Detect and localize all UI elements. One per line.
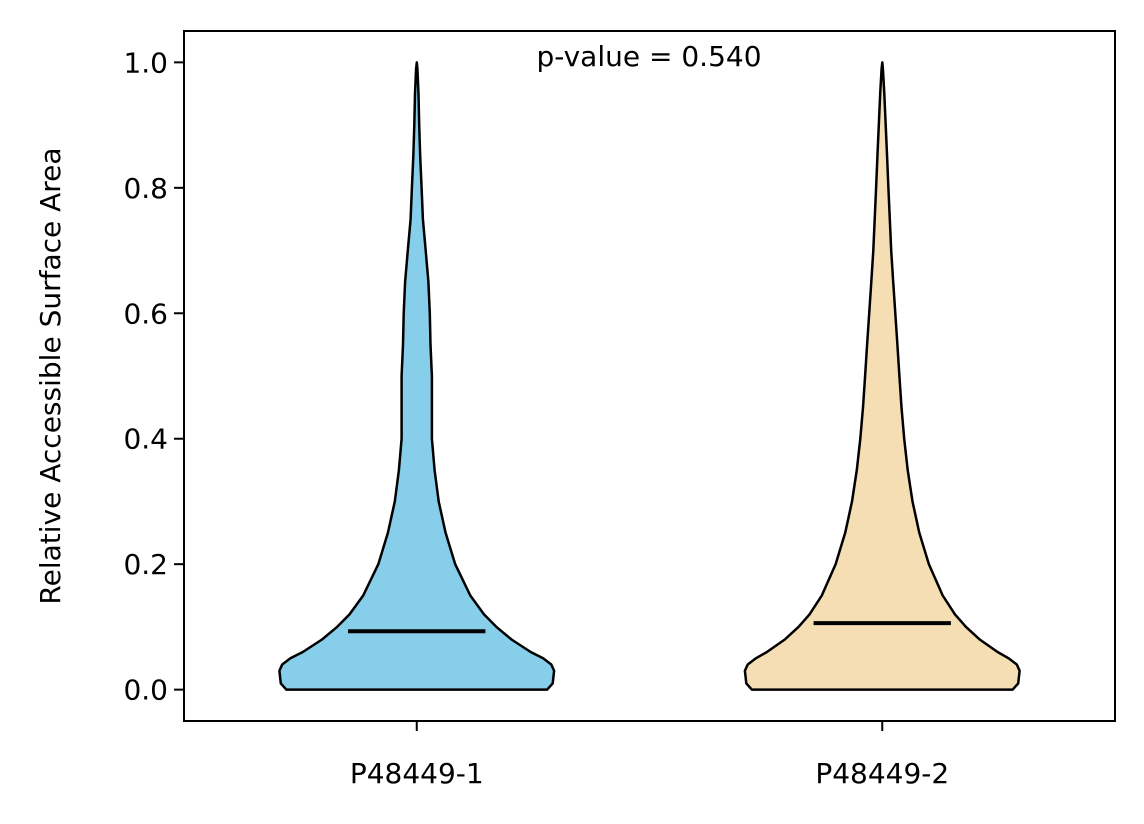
y-axis-label: Relative Accessible Surface Area [34, 147, 67, 604]
p-value-annotation: p-value = 0.540 [536, 40, 761, 73]
y-tick-label: 0.6 [123, 297, 168, 330]
violin-layer [278, 61, 1021, 691]
y-tick-label: 0.0 [123, 674, 168, 707]
x-axis-ticks: P48449-1 P48449-2 [350, 721, 949, 790]
y-axis-ticks: 0.0 0.2 0.4 0.6 0.8 1.0 [123, 46, 184, 707]
violin-P48449-2 [743, 61, 1021, 691]
plot-frame [183, 30, 1116, 722]
x-tick-label: P48449-2 [815, 757, 949, 790]
violin-P48449-1 [278, 61, 556, 691]
y-tick-label: 0.2 [123, 548, 168, 581]
median-layer [348, 621, 951, 634]
x-tick-label: P48449-1 [350, 757, 484, 790]
y-tick-label: 1.0 [123, 46, 168, 79]
y-tick-label: 0.4 [123, 423, 168, 456]
y-tick-label: 0.8 [123, 172, 168, 205]
